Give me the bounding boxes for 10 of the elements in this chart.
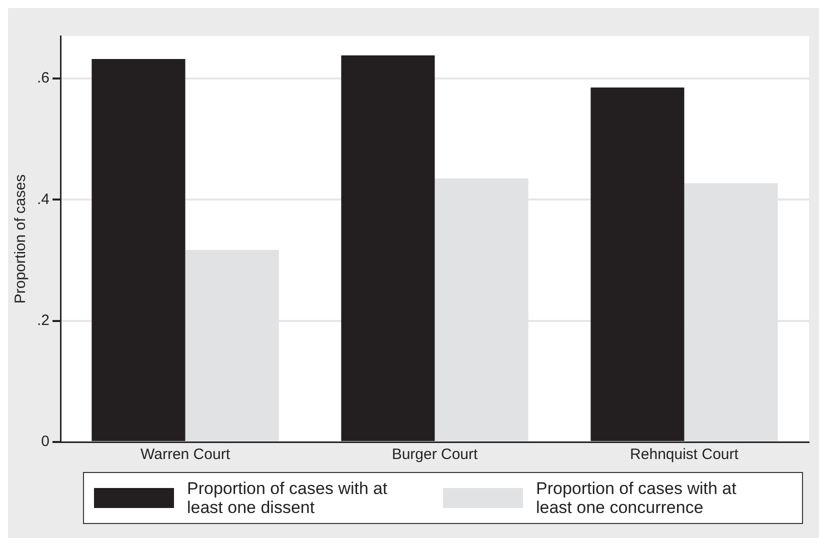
y-tick-label: .2	[36, 312, 50, 329]
y-tick-label: .4	[36, 190, 50, 208]
y-tick-label: .6	[36, 70, 50, 87]
legend-label: Proportion of cases with at least one concurrence	[536, 479, 738, 517]
legend-label: Proportion of cases with at least one dissent	[187, 479, 388, 517]
x-tick-label: Rehnquist Court	[630, 446, 740, 464]
x-tick-label: Warren Court	[140, 446, 231, 464]
y-tick-label: 0	[41, 433, 50, 450]
y-axis-title: Proportion of cases	[12, 174, 30, 304]
x-tick-label: Burger Court	[392, 446, 479, 464]
